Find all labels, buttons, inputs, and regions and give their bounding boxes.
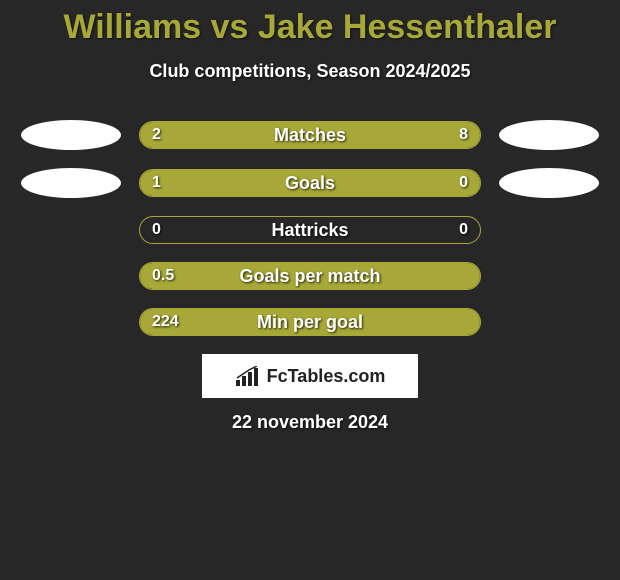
stats-list: 28Matches 10Goals 00Hattricks 0.5Goals per … bbox=[0, 120, 620, 336]
stat-bar: 00Hattricks bbox=[139, 216, 481, 244]
stat-row: 224Min per goal bbox=[0, 308, 620, 336]
stat-label: Hattricks bbox=[140, 217, 480, 243]
stat-label: Matches bbox=[140, 122, 480, 148]
stat-bar: 0.5Goals per match bbox=[139, 262, 481, 290]
player-right-avatar bbox=[499, 120, 599, 150]
player-left-avatar bbox=[21, 168, 121, 198]
logo-box: FcTables.com bbox=[202, 354, 418, 398]
subtitle: Club competitions, Season 2024/2025 bbox=[0, 61, 620, 82]
stat-bar: 28Matches bbox=[139, 121, 481, 149]
stat-label: Goals bbox=[140, 170, 480, 196]
stat-row: 00Hattricks bbox=[0, 216, 620, 244]
stat-label: Goals per match bbox=[140, 263, 480, 289]
player-right-avatar bbox=[499, 168, 599, 198]
stat-bar: 10Goals bbox=[139, 169, 481, 197]
player-left-avatar bbox=[21, 120, 121, 150]
page-title: Williams vs Jake Hessenthaler bbox=[0, 8, 620, 47]
comparison-infographic: Williams vs Jake Hessenthaler Club compe… bbox=[0, 0, 620, 433]
stat-row: 10Goals bbox=[0, 168, 620, 198]
stat-bar: 224Min per goal bbox=[139, 308, 481, 336]
date-text: 22 november 2024 bbox=[0, 412, 620, 433]
stat-row: 0.5Goals per match bbox=[0, 262, 620, 290]
stat-row: 28Matches bbox=[0, 120, 620, 150]
bar-chart-icon bbox=[235, 366, 261, 386]
stat-label: Min per goal bbox=[140, 309, 480, 335]
logo-text: FcTables.com bbox=[267, 366, 386, 387]
